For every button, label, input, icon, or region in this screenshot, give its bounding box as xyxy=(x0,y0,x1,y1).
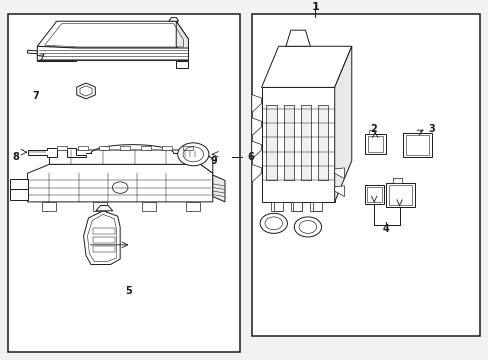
Polygon shape xyxy=(37,46,76,60)
Text: 1: 1 xyxy=(311,2,319,12)
Polygon shape xyxy=(141,147,151,150)
Polygon shape xyxy=(334,186,344,197)
Polygon shape xyxy=(120,147,130,150)
Polygon shape xyxy=(334,46,351,202)
Polygon shape xyxy=(271,202,282,211)
Polygon shape xyxy=(251,141,261,159)
Polygon shape xyxy=(251,164,261,182)
Polygon shape xyxy=(266,105,277,180)
Polygon shape xyxy=(77,83,95,99)
Bar xyxy=(385,183,414,207)
Polygon shape xyxy=(251,95,261,112)
Text: 4: 4 xyxy=(382,224,388,234)
Polygon shape xyxy=(300,105,311,180)
Polygon shape xyxy=(78,147,88,150)
Bar xyxy=(367,136,383,152)
Polygon shape xyxy=(317,105,328,180)
Text: 6: 6 xyxy=(246,152,253,162)
Polygon shape xyxy=(37,21,188,48)
Bar xyxy=(406,135,428,155)
Text: 7: 7 xyxy=(32,91,39,102)
Polygon shape xyxy=(27,50,37,54)
Text: 9: 9 xyxy=(210,156,217,166)
Polygon shape xyxy=(99,147,109,150)
Bar xyxy=(368,130,374,134)
Polygon shape xyxy=(57,147,67,150)
Text: 8: 8 xyxy=(13,152,20,162)
Polygon shape xyxy=(285,30,310,46)
Bar xyxy=(8,14,239,352)
Circle shape xyxy=(260,213,287,233)
Polygon shape xyxy=(93,202,107,211)
Bar xyxy=(365,185,383,204)
Polygon shape xyxy=(27,148,57,157)
Text: 2: 2 xyxy=(369,123,376,134)
Polygon shape xyxy=(10,179,27,189)
Bar xyxy=(392,178,401,183)
Polygon shape xyxy=(176,60,188,68)
Polygon shape xyxy=(42,202,56,211)
Polygon shape xyxy=(10,189,27,200)
Polygon shape xyxy=(251,118,261,136)
Polygon shape xyxy=(283,105,294,180)
Polygon shape xyxy=(261,46,351,87)
Polygon shape xyxy=(182,147,193,150)
Polygon shape xyxy=(161,147,172,150)
Polygon shape xyxy=(96,206,113,211)
Text: 3: 3 xyxy=(428,123,435,134)
Bar xyxy=(366,186,381,202)
Polygon shape xyxy=(27,164,212,202)
Bar xyxy=(365,134,385,154)
Polygon shape xyxy=(261,87,334,202)
Polygon shape xyxy=(310,202,321,211)
Polygon shape xyxy=(66,148,86,157)
Polygon shape xyxy=(142,202,156,211)
Polygon shape xyxy=(212,175,224,202)
Bar xyxy=(251,14,479,336)
Polygon shape xyxy=(83,211,120,265)
Text: 5: 5 xyxy=(125,286,132,296)
Polygon shape xyxy=(176,21,188,60)
Bar xyxy=(403,133,431,157)
Polygon shape xyxy=(49,150,212,173)
Polygon shape xyxy=(185,202,199,211)
Circle shape xyxy=(177,143,208,166)
Polygon shape xyxy=(293,202,302,211)
Polygon shape xyxy=(290,202,301,211)
Polygon shape xyxy=(312,202,321,211)
Circle shape xyxy=(294,217,321,237)
Polygon shape xyxy=(334,168,344,179)
Polygon shape xyxy=(168,18,178,21)
Polygon shape xyxy=(273,202,282,211)
Polygon shape xyxy=(37,46,188,60)
Bar xyxy=(388,185,411,205)
